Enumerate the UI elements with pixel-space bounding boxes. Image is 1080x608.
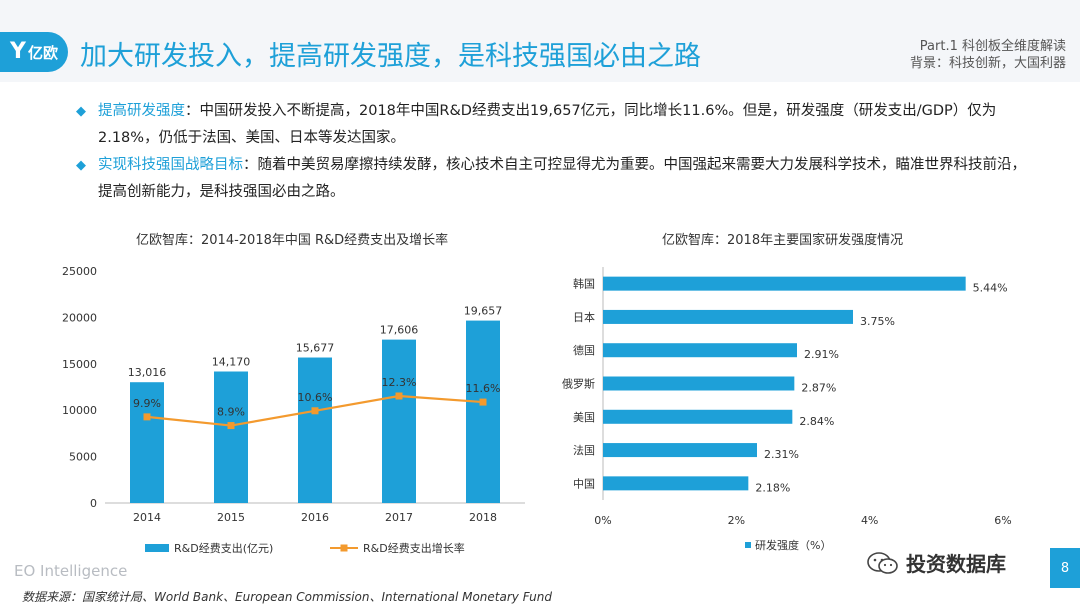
bar: [603, 409, 793, 424]
rd-spending-chart: 0 5000 10000 15000 20000 25000 13,016 2014 14,17…: [62, 265, 525, 555]
growth-point: [143, 413, 151, 421]
x-tick-label: 2018: [469, 511, 497, 524]
bar: [603, 476, 749, 491]
diamond-bullet-icon: ◆: [76, 158, 86, 173]
bar-value-label: 2.84%: [799, 415, 834, 428]
legend-bar-label: 研发强度（%）: [755, 538, 831, 552]
bar-value-label: 2.18%: [755, 481, 790, 494]
x-tick-label: 6%: [994, 514, 1011, 527]
bar-value-label: 17,606: [380, 324, 419, 337]
growth-value-label: 11.6%: [466, 382, 501, 395]
section-label: Part.1 科创板全维度解读 背景：科技创新，大国利器: [910, 38, 1066, 72]
logo-text: 亿欧: [27, 43, 58, 62]
x-tick-label: 2016: [301, 511, 329, 524]
growth-point: [227, 422, 235, 430]
bar: [603, 343, 797, 358]
bullet-list: ◆ 提高研发强度：中国研发投入不断提高，2018年中国R&D经费支出19,657…: [76, 98, 1026, 206]
growth-value-label: 10.6%: [298, 391, 333, 404]
bar-value-label: 2.31%: [764, 448, 799, 461]
growth-value-label: 12.3%: [382, 376, 417, 389]
bar-value-label: 19,657: [464, 305, 503, 318]
category-label: 中国: [573, 477, 595, 490]
y-tick-label: 20000: [62, 311, 97, 324]
x-tick-label: 2014: [133, 511, 161, 524]
bar: [603, 376, 795, 391]
yiou-logo: Y 亿欧: [0, 32, 68, 72]
page-number: 8: [1050, 548, 1080, 588]
background-label: 背景：科技创新，大国利器: [909, 56, 1066, 71]
page-title: 加大研发投入，提高研发强度，是科技强国必由之路: [80, 41, 701, 72]
growth-value-label: 8.9%: [217, 406, 245, 419]
growth-point: [395, 392, 403, 400]
x-tick-label: 2015: [217, 511, 245, 524]
bar-value-label: 5.44%: [973, 282, 1008, 295]
category-label: 美国: [573, 411, 595, 424]
wechat-icon: [867, 551, 898, 574]
part-label: Part.1 科创板全维度解读: [919, 39, 1066, 54]
y-tick-label: 0: [90, 497, 97, 510]
legend-line-marker: [340, 544, 348, 552]
bar-value-label: 3.75%: [860, 315, 895, 328]
category-label: 日本: [573, 310, 595, 324]
chart2-title: 亿欧智库：2018年主要国家研发强度情况: [662, 233, 904, 248]
bar: [298, 357, 332, 503]
legend-bar-label: R&D经费支出(亿元): [174, 541, 273, 555]
bullet-key: 提高研发强度: [98, 103, 185, 119]
header-band: [0, 0, 1080, 82]
wechat-name: 投资数据库: [906, 552, 1006, 576]
bar-value-label: 14,170: [212, 356, 251, 369]
legend-line-label: R&D经费支出增长率: [363, 541, 465, 555]
bar: [130, 382, 164, 503]
bullet-key: 实现科技强国战略目标: [98, 157, 243, 173]
category-label: 法国: [573, 443, 595, 457]
y-tick-label: 10000: [62, 404, 97, 417]
growth-point: [479, 398, 487, 406]
category-label: 韩国: [573, 277, 595, 291]
wechat-account: 投资数据库: [866, 548, 1006, 577]
bar-value-label: 15,677: [296, 342, 335, 355]
bar-value-label: 2.87%: [801, 382, 836, 395]
logo-y-icon: Y: [10, 39, 26, 64]
bar: [603, 309, 853, 324]
bar: [603, 276, 966, 291]
x-tick-label: 2%: [728, 514, 745, 527]
y-tick-label: 15000: [62, 358, 97, 371]
legend-bar-swatch: [745, 542, 751, 548]
bar-value-label: 13,016: [128, 366, 167, 379]
y-tick-label: 5000: [69, 451, 97, 464]
bar-value-label: 2.91%: [804, 348, 839, 361]
bar: [603, 443, 757, 458]
growth-value-label: 9.9%: [133, 397, 161, 410]
diamond-bullet-icon: ◆: [76, 104, 86, 119]
y-tick-label: 25000: [62, 265, 97, 278]
footer-brand: EO Intelligence: [14, 562, 128, 580]
bar: [382, 339, 416, 503]
category-label: 俄罗斯: [562, 378, 595, 391]
rd-intensity-chart: 韩国 5.44% 日本 3.75% 德国 2.91% 俄罗斯 2.87% 美国 2.84% 法国 2.…: [562, 267, 1012, 552]
x-tick-label: 2017: [385, 511, 413, 524]
bullet-text: ：中国研发投入不断提高，2018年中国R&D经费支出19,657亿元，同比增长1…: [98, 103, 997, 146]
growth-point: [311, 407, 319, 415]
bar: [466, 320, 500, 503]
x-tick-label: 4%: [861, 514, 878, 527]
bullet-item: ◆ 提高研发强度：中国研发投入不断提高，2018年中国R&D经费支出19,657…: [76, 98, 1026, 152]
legend-bar-swatch: [145, 544, 169, 552]
bullet-item: ◆ 实现科技强国战略目标：随着中美贸易摩擦持续发酵，核心技术自主可控显得尤为重要…: [76, 152, 1026, 206]
bullet-text: ：随着中美贸易摩擦持续发酵，核心技术自主可控显得尤为重要。中国强起来需要大力发展…: [98, 157, 1026, 200]
x-tick-label: 0%: [594, 514, 611, 527]
bar: [214, 371, 248, 503]
data-source: 数据来源：国家统计局、World Bank、European Commissio…: [22, 590, 552, 604]
chart1-title: 亿欧智库：2014-2018年中国 R&D经费支出及增长率: [136, 233, 449, 248]
category-label: 德国: [573, 343, 595, 357]
